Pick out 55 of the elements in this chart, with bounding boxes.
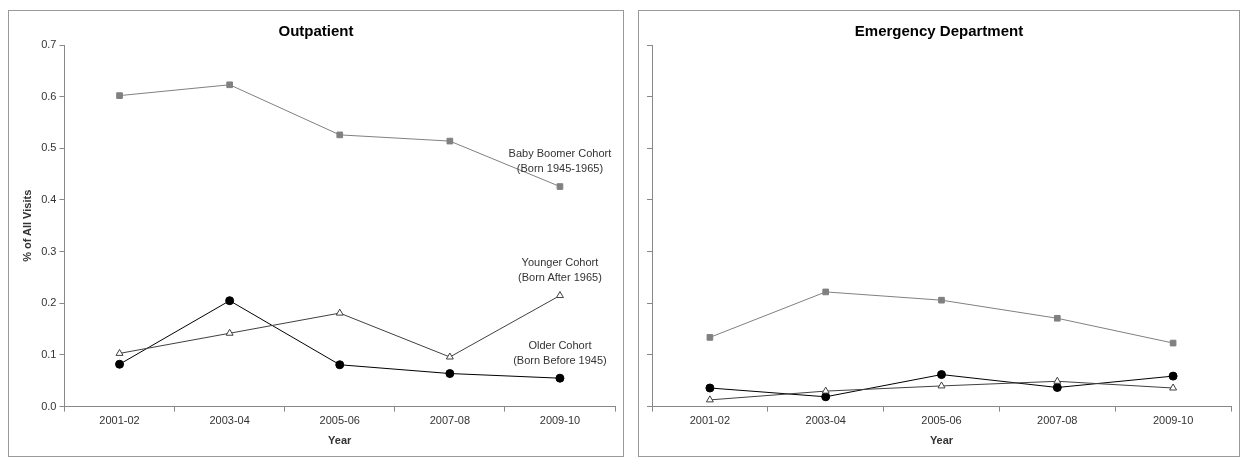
point [116,92,123,99]
point [1052,382,1062,392]
point [335,360,345,370]
point [336,131,344,139]
x-tick-label: 2001-02 [99,414,140,427]
x-tick-label: 2007-08 [429,414,471,427]
point [446,137,454,145]
y-tick-label: 0.1 [41,347,57,360]
point [445,369,455,379]
point [445,352,454,360]
x-axis-title: Year [328,434,353,447]
y-tick-label: 0.6 [41,89,57,102]
x-tick-label: 2009-10 [1152,414,1194,427]
point [1053,376,1062,384]
point [938,296,945,304]
y-tick-label: 0.2 [41,296,57,309]
point [1168,371,1178,381]
point [225,296,235,306]
series-label: Baby Boomer Cohort (Born 1945-1965) [508,147,612,175]
y-axis-title: % of All Visits [20,189,33,262]
series-label: Younger Cohort (Born After 1965) [518,256,602,284]
point [705,383,715,393]
chart-title: Emergency Department [854,22,1024,40]
y-tick-label: 0.3 [41,244,57,257]
x-axis-title: Year [929,434,954,447]
y-tick-label: 0.5 [41,141,57,154]
y-tick-label: 0.0 [41,399,57,412]
point [115,348,124,356]
point [225,328,234,336]
x-tick-label: 2005-06 [319,414,360,427]
x-tick-label: 2003-04 [209,414,250,427]
point [1053,314,1061,322]
x-tick-label: 2005-06 [921,414,962,427]
x-tick-label: 2003-04 [805,414,846,427]
point [335,308,344,316]
point [937,381,946,389]
point [705,395,714,403]
point [937,370,946,380]
point [821,386,830,394]
point [822,288,830,296]
x-tick-label: 2001-02 [689,414,731,427]
point [226,81,233,89]
point [556,183,564,190]
point [555,291,564,299]
y-tick-label: 0.4 [41,193,57,205]
point [555,373,565,383]
x-tick-label: 2007-08 [1037,414,1078,427]
point [1169,339,1177,347]
series-label: Older Cohort (Born Before 1945) [513,338,607,366]
x-tick-label: 2009-10 [539,414,581,427]
point [1169,383,1178,391]
point [115,359,125,369]
y-tick-label: 0.7 [41,38,57,51]
point [706,334,714,341]
chart-title: Outpatient [278,22,354,40]
